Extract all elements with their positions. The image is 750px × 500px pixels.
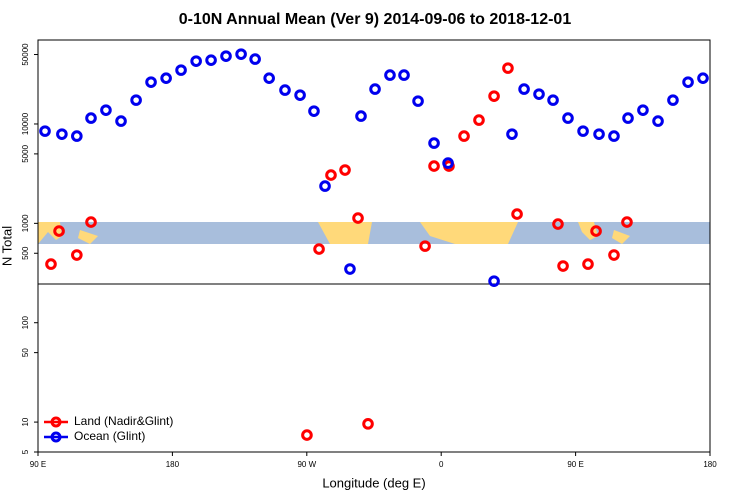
data-point [190, 55, 202, 67]
y-tick-label: 5000 [21, 144, 30, 162]
data-point [85, 112, 97, 124]
data-point [39, 125, 51, 137]
legend-label: Land (Nadir&Glint) [74, 414, 173, 428]
y-tick-label: 100 [21, 315, 30, 329]
data-point [652, 115, 664, 127]
data-point [115, 115, 127, 127]
data-point [428, 160, 440, 172]
data-point [547, 94, 559, 106]
data-point [362, 418, 374, 430]
data-point [428, 137, 440, 149]
data-point [458, 130, 470, 142]
data-point [344, 263, 356, 275]
data-point [473, 114, 485, 126]
data-point [145, 76, 157, 88]
y-tick-label: 10 [21, 417, 30, 426]
data-point [220, 50, 232, 62]
y-tick-label: 50000 [21, 43, 30, 66]
data-point [249, 53, 261, 65]
y-tick-label: 10000 [21, 112, 30, 135]
x-tick-label: 90 E [567, 460, 583, 469]
data-point [442, 157, 454, 169]
data-point [71, 130, 83, 142]
data-point [398, 69, 410, 81]
data-point [279, 84, 291, 96]
x-tick-label: 180 [703, 460, 717, 469]
plot-frame [37, 39, 711, 453]
data-point [533, 88, 545, 100]
data-point [518, 83, 530, 95]
y-tick-label: 1000 [21, 214, 30, 232]
data-point [488, 90, 500, 102]
data-point [308, 105, 320, 117]
data-point [419, 240, 431, 252]
data-point [130, 94, 142, 106]
data-point [53, 225, 65, 237]
data-point [593, 128, 605, 140]
data-point [294, 89, 306, 101]
data-point [100, 104, 112, 116]
data-point [301, 429, 313, 441]
data-point [369, 83, 381, 95]
x-tick-label: 180 [166, 460, 180, 469]
data-point [175, 64, 187, 76]
chart-title: 0-10N Annual Mean (Ver 9) 2014-09-06 to … [179, 11, 572, 28]
legend-marker [50, 431, 62, 443]
legend-label: Ocean (Glint) [74, 429, 145, 443]
map-land [38, 222, 630, 244]
data-point [352, 212, 364, 224]
y-tick-label: 5 [21, 449, 30, 454]
data-point [412, 95, 424, 107]
data-point [682, 76, 694, 88]
data-point [319, 180, 331, 192]
data-point [557, 260, 569, 272]
data-point [577, 125, 589, 137]
y-tick-label: 50 [21, 348, 30, 357]
data-point [590, 225, 602, 237]
data-point [608, 249, 620, 261]
data-point [622, 112, 634, 124]
x-tick-label: 90 E [30, 460, 46, 469]
data-point [582, 258, 594, 270]
data-point [562, 112, 574, 124]
data-point [56, 128, 68, 140]
data-point [160, 72, 172, 84]
data-point [325, 169, 337, 181]
data-point [621, 216, 633, 228]
data-point [608, 130, 620, 142]
map-ocean [38, 222, 710, 244]
data-point [85, 216, 97, 228]
data-point [339, 164, 351, 176]
data-point [384, 69, 396, 81]
x-axis-label: Longitude (deg E) [322, 475, 425, 490]
y-axis-label: N Total [0, 226, 14, 266]
legend-marker [50, 416, 62, 428]
data-point [502, 62, 514, 74]
data-point [511, 208, 523, 220]
data-point [205, 54, 217, 66]
data-point [637, 104, 649, 116]
data-point [355, 110, 367, 122]
data-point [45, 258, 57, 270]
x-tick-label: 90 W [297, 460, 316, 469]
data-point [667, 94, 679, 106]
data-point [552, 218, 564, 230]
data-point [506, 128, 518, 140]
data-point [235, 48, 247, 60]
data-point [263, 72, 275, 84]
data-point [313, 243, 325, 255]
y-tick-label: 500 [21, 246, 30, 260]
map-band [38, 222, 710, 244]
data-point [488, 275, 500, 287]
data-point [71, 249, 83, 261]
data-point [697, 72, 709, 84]
x-tick-label: 0 [439, 460, 444, 469]
